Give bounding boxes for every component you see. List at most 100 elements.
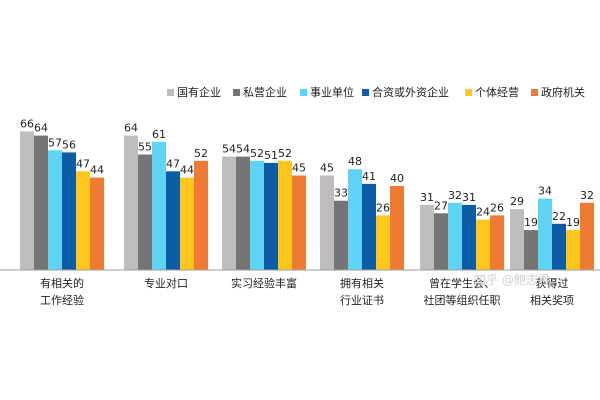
bar-c2-s4 bbox=[278, 160, 292, 270]
category-label-5-line0: 获得过 bbox=[536, 277, 569, 290]
bar-c4-s0 bbox=[420, 204, 434, 270]
bar-c2-s3 bbox=[264, 162, 278, 270]
legend-swatch-5 bbox=[531, 89, 538, 96]
legend-label-5: 政府机关 bbox=[541, 85, 585, 99]
bar-c4-s4 bbox=[476, 219, 490, 270]
bar-c5-s2 bbox=[538, 198, 552, 270]
value-label-c5-s4: 19 bbox=[566, 216, 580, 229]
value-label-c0-s5: 44 bbox=[90, 164, 104, 177]
category-label-3-line0: 拥有相关 bbox=[340, 276, 384, 290]
value-label-c0-s3: 56 bbox=[62, 138, 76, 151]
value-label-c1-s0: 64 bbox=[124, 122, 138, 135]
bar-c2-s2 bbox=[250, 160, 264, 270]
legend-label-2: 事业单位 bbox=[310, 85, 354, 99]
bar-c1-s2 bbox=[152, 141, 166, 270]
category-label-2-line0: 实习经验丰富 bbox=[231, 276, 297, 290]
value-label-c2-s1: 54 bbox=[236, 143, 250, 156]
bar-c5-s5 bbox=[580, 202, 594, 270]
bar-c5-s4 bbox=[566, 230, 580, 270]
bar-c0-s4 bbox=[76, 171, 90, 270]
bar-c3-s2 bbox=[348, 169, 362, 270]
bar-c4-s2 bbox=[448, 202, 462, 270]
bar-c3-s5 bbox=[390, 186, 404, 270]
bar-c3-s1 bbox=[334, 200, 348, 270]
category-label-0-line1: 工作经验 bbox=[40, 293, 84, 307]
bar-c1-s5 bbox=[194, 160, 208, 270]
bar-c4-s1 bbox=[434, 213, 448, 270]
value-label-c5-s3: 22 bbox=[552, 210, 566, 223]
legend-swatch-0 bbox=[167, 89, 174, 96]
legend-label-0: 国有企业 bbox=[177, 85, 221, 99]
bar-c3-s3 bbox=[362, 183, 376, 270]
value-label-c5-s2: 34 bbox=[538, 185, 552, 198]
value-label-c1-s1: 55 bbox=[138, 141, 152, 154]
value-label-c3-s2: 48 bbox=[348, 155, 362, 168]
category-label-3-line1: 行业证书 bbox=[340, 294, 384, 307]
bar-c2-s1 bbox=[236, 156, 250, 270]
bar-c1-s4 bbox=[180, 177, 194, 270]
value-label-c1-s4: 44 bbox=[180, 164, 194, 177]
value-label-c2-s2: 52 bbox=[250, 147, 264, 160]
value-label-c3-s3: 41 bbox=[362, 170, 376, 183]
category-label-0-line0: 有相关的 bbox=[40, 276, 84, 290]
value-label-c0-s1: 64 bbox=[34, 122, 48, 135]
value-label-c5-s0: 29 bbox=[510, 195, 524, 208]
value-label-c1-s3: 47 bbox=[166, 157, 180, 170]
bar-c0-s3 bbox=[62, 152, 76, 270]
value-label-c1-s5: 52 bbox=[194, 147, 208, 160]
value-label-c3-s4: 26 bbox=[376, 201, 390, 214]
legend-swatch-4 bbox=[465, 89, 472, 96]
value-label-c4-s1: 27 bbox=[434, 199, 448, 212]
category-label-5-line1: 相关奖项 bbox=[530, 293, 574, 307]
legend-label-4: 个体经营 bbox=[475, 85, 519, 99]
value-label-c2-s5: 45 bbox=[292, 162, 306, 175]
value-label-c4-s3: 31 bbox=[462, 191, 476, 204]
value-label-c2-s3: 51 bbox=[264, 149, 278, 162]
value-label-c4-s4: 24 bbox=[476, 206, 490, 219]
value-label-c3-s5: 40 bbox=[390, 172, 404, 185]
bar-c0-s0 bbox=[20, 131, 34, 270]
bar-c3-s0 bbox=[320, 175, 334, 270]
bar-c1-s3 bbox=[166, 171, 180, 270]
bar-c0-s2 bbox=[48, 150, 62, 270]
legend-label-3: 合资或外资企业 bbox=[372, 85, 449, 99]
bar-c2-s5 bbox=[292, 175, 306, 270]
value-label-c3-s1: 33 bbox=[334, 187, 348, 200]
bar-c4-s3 bbox=[462, 204, 476, 270]
value-label-c4-s5: 26 bbox=[490, 201, 504, 214]
bar-c4-s5 bbox=[490, 215, 504, 270]
legend: 国有企业 私营企业 事业单位 合资或外资企业 个体经营 政府机关 bbox=[167, 85, 585, 99]
category-label-1-line0: 专业对口 bbox=[144, 276, 188, 290]
bar-c5-s1 bbox=[524, 230, 538, 270]
legend-swatch-1 bbox=[233, 89, 240, 96]
value-label-c0-s4: 47 bbox=[76, 157, 90, 170]
bar-c0-s5 bbox=[90, 177, 104, 270]
value-label-c2-s0: 54 bbox=[222, 143, 236, 156]
bar-c5-s0 bbox=[510, 209, 524, 270]
value-label-c2-s4: 52 bbox=[278, 147, 292, 160]
watermark: 知乎 @鲍志君 bbox=[474, 273, 550, 287]
value-label-c5-s5: 32 bbox=[580, 189, 594, 202]
bar-c3-s4 bbox=[376, 215, 390, 270]
value-label-c1-s2: 61 bbox=[152, 128, 166, 141]
category-label-4-line1: 社团等组织任职 bbox=[424, 293, 501, 307]
value-label-c4-s2: 32 bbox=[448, 189, 462, 202]
legend-label-1: 私营企业 bbox=[243, 85, 287, 99]
value-label-c3-s0: 45 bbox=[320, 162, 334, 175]
bar-c1-s1 bbox=[138, 154, 152, 270]
bars bbox=[20, 131, 594, 270]
bar-c0-s1 bbox=[34, 135, 48, 270]
category-label-4-line0: 曾在学生会、 bbox=[429, 276, 495, 290]
value-label-c0-s0: 66 bbox=[20, 117, 34, 130]
value-label-c0-s2: 57 bbox=[48, 136, 62, 149]
bar-c2-s0 bbox=[222, 156, 236, 270]
bar-c5-s3 bbox=[552, 223, 566, 270]
value-label-c5-s1: 19 bbox=[524, 216, 538, 229]
bar-c1-s0 bbox=[124, 135, 138, 270]
value-label-c4-s0: 31 bbox=[420, 191, 434, 204]
legend-swatch-2 bbox=[300, 89, 307, 96]
legend-swatch-3 bbox=[362, 89, 369, 96]
